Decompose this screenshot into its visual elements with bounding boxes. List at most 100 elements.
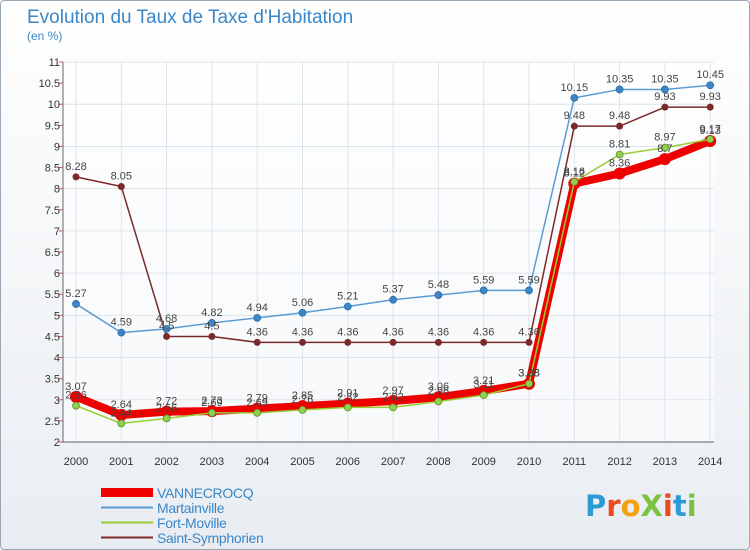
y-tick-label: 6.5 (45, 247, 60, 259)
data-point-saint-symphorien (389, 338, 397, 346)
legend-label-vannecrocq: VANNECROCQ (157, 484, 254, 501)
data-point-vannecrocq (160, 405, 173, 418)
data-point-fort-moville (706, 135, 715, 144)
data-point-saint-symphorien (72, 173, 80, 181)
data-label-saint-symphorien: 9.48 (609, 110, 630, 122)
x-tick-label: 2010 (517, 456, 541, 468)
legend-swatch-martainville (101, 506, 153, 509)
data-point-fort-moville (72, 401, 80, 410)
logo-letter: X (640, 489, 663, 523)
y-tick-label: 7 (54, 226, 60, 238)
data-point-saint-symphorien (706, 103, 714, 111)
y-tick-label: 9 (54, 141, 60, 153)
data-point-fort-moville (117, 419, 126, 428)
y-tick-label: 8.5 (45, 163, 60, 175)
legend-label-fort-moville: Fort-Moville (157, 514, 227, 531)
y-tick-label: 3.5 (45, 374, 60, 386)
data-label-fort-moville: 2.44 (111, 407, 132, 419)
data-label-vannecrocq: 3.21 (473, 375, 494, 387)
y-tick-label: 3 (54, 395, 60, 407)
data-label-vannecrocq: 2.72 (156, 396, 177, 408)
data-point-saint-symphorien (434, 338, 442, 346)
data-point-martainville (207, 319, 216, 327)
y-tick-label: 4.5 (45, 331, 60, 343)
data-label-saint-symphorien: 4.36 (518, 326, 539, 338)
data-label-fort-moville: 8.97 (654, 132, 675, 144)
x-tick-label: 2008 (426, 456, 450, 468)
data-label-fort-moville: 2.82 (382, 391, 403, 403)
data-label-vannecrocq: 3.06 (428, 381, 449, 393)
data-point-martainville (253, 313, 262, 322)
data-label-vannecrocq: 9.13 (699, 125, 720, 137)
data-point-martainville (117, 328, 126, 337)
data-label-vannecrocq: 3.38 (518, 368, 539, 380)
data-label-fort-moville: 8.81 (609, 138, 630, 150)
legend-item-saint-symphorien: Saint-Symphorien (101, 530, 264, 546)
data-point-fort-moville (525, 379, 533, 388)
data-point-saint-symphorien (344, 338, 352, 346)
data-point-martainville (570, 93, 579, 102)
data-point-martainville (343, 302, 352, 311)
data-label-fort-moville: 8.16 (564, 166, 585, 178)
data-point-martainville (162, 324, 171, 333)
data-point-martainville (706, 81, 715, 90)
data-point-saint-symphorien (208, 332, 216, 340)
data-label-saint-symphorien: 4.36 (337, 326, 358, 338)
data-label-saint-symphorien: 4.36 (428, 326, 449, 338)
x-tick-label: 2009 (471, 456, 495, 468)
data-point-martainville (615, 85, 624, 94)
data-label-vannecrocq: 2.79 (246, 393, 267, 405)
data-point-fort-moville (479, 391, 488, 400)
data-label-saint-symphorien: 4.36 (382, 326, 403, 338)
x-tick-label: 2005 (290, 456, 314, 468)
data-point-fort-moville (434, 397, 443, 406)
y-tick-label: 6 (54, 268, 60, 280)
data-point-fort-moville (343, 403, 352, 412)
data-point-martainville (525, 286, 533, 295)
proxiti-logo: ProXiti (585, 489, 697, 523)
data-label-martainville: 5.37 (382, 284, 403, 296)
logo-letter: r (606, 489, 621, 523)
chart-title: Evolution du Taux de Taxe d'Habitation (27, 7, 354, 28)
data-label-saint-symphorien: 9.93 (654, 91, 675, 103)
data-point-saint-symphorien (616, 122, 624, 130)
y-tick-label: 10 (48, 99, 60, 111)
data-label-vannecrocq: 2.91 (337, 388, 358, 400)
x-tick-label: 2011 (562, 456, 586, 468)
data-point-vannecrocq (658, 153, 671, 166)
plot-area (63, 62, 714, 442)
data-label-martainville: 5.59 (473, 274, 494, 286)
x-tick-label: 2013 (653, 456, 677, 468)
y-tick-label: 2.5 (45, 416, 60, 428)
data-label-fort-moville: 2.82 (337, 391, 358, 403)
data-point-vannecrocq (115, 408, 128, 421)
data-point-fort-moville (207, 408, 216, 417)
data-point-fort-moville (389, 403, 398, 412)
data-label-saint-symphorien: 9.48 (564, 110, 585, 122)
logo-letter: o (620, 489, 641, 523)
data-point-fort-moville (661, 143, 669, 152)
data-label-saint-symphorien: 4.5 (204, 320, 219, 332)
x-tick-label: 2007 (381, 456, 405, 468)
data-point-fort-moville (298, 406, 307, 414)
data-label-martainville: 5.48 (428, 279, 449, 291)
data-label-saint-symphorien: 9.93 (699, 91, 720, 103)
data-label-saint-symphorien: 4.5 (159, 320, 174, 332)
data-point-saint-symphorien (299, 338, 306, 346)
data-label-martainville: 10.35 (606, 73, 634, 85)
data-point-vannecrocq (70, 390, 82, 403)
data-label-fort-moville: 2.96 (428, 385, 449, 397)
data-label-saint-symphorien: 4.36 (292, 326, 313, 338)
data-point-martainville (389, 295, 398, 304)
logo-letter: P (585, 489, 607, 523)
data-label-martainville: 10.35 (651, 73, 679, 85)
data-label-fort-moville: 2.56 (156, 402, 177, 414)
x-tick-label: 2014 (698, 456, 722, 468)
x-tick-label: 2001 (109, 456, 133, 468)
legend: VANNECROCQ Martainville Fort-Moville Sai… (101, 484, 264, 546)
data-label-fort-moville: 3.11 (473, 379, 494, 391)
data-label-martainville: 4.59 (111, 317, 132, 329)
logo-letter: t (672, 489, 687, 523)
legend-label-martainville: Martainville (157, 499, 225, 516)
